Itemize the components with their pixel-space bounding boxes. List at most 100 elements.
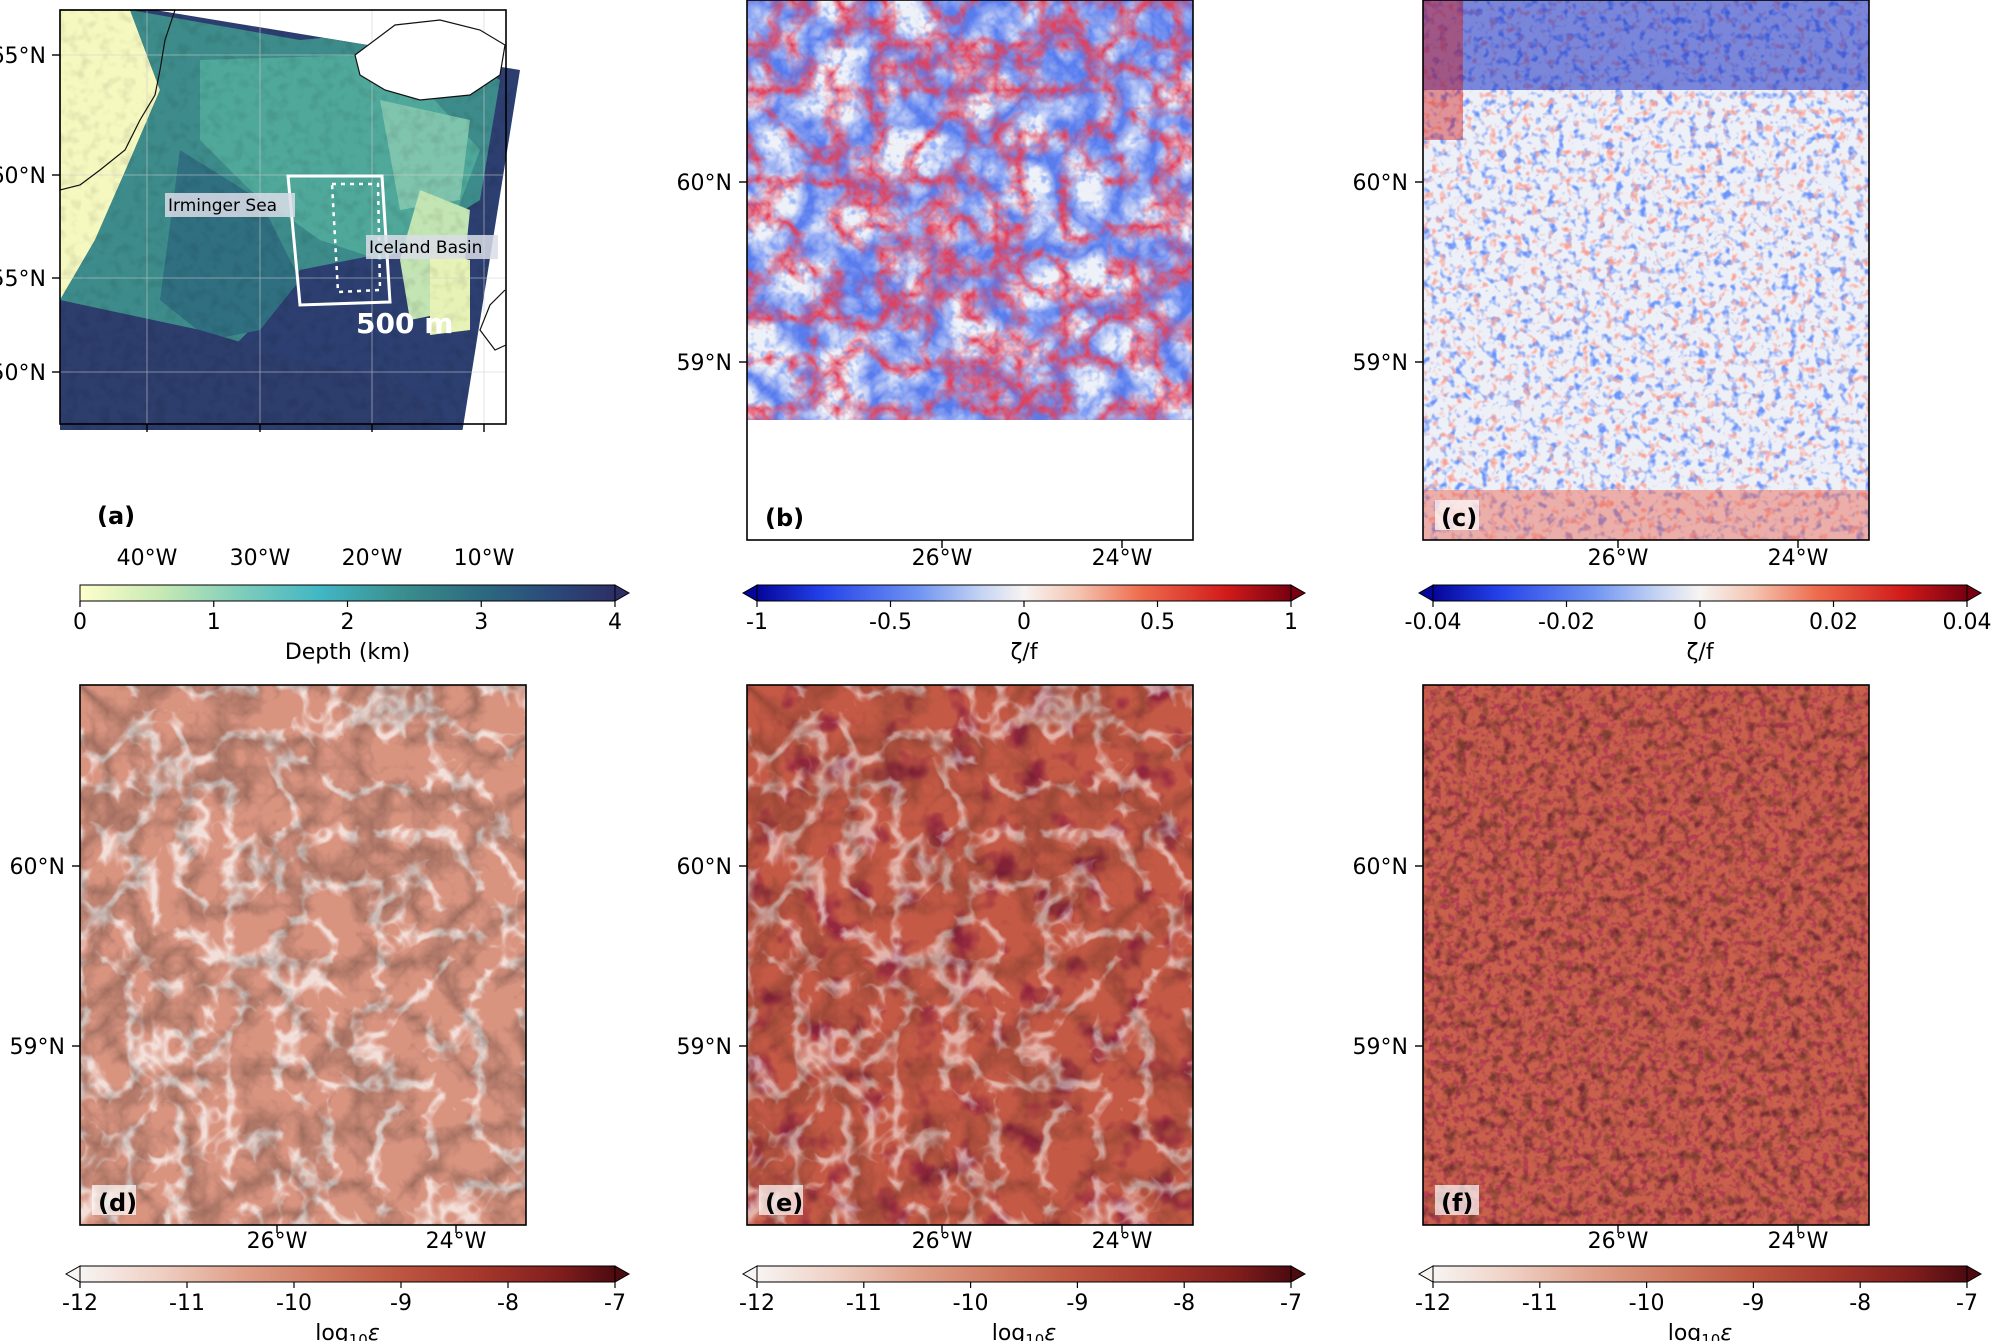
- panel-e-tag: (e): [765, 1189, 803, 1217]
- panel-d: [80, 685, 526, 1225]
- colorbar-d-min-arrow: [64, 1265, 81, 1283]
- colorbar-tick-label: 1: [207, 610, 221, 635]
- lat-tick-label: 60°N: [0, 164, 46, 189]
- lon-tick-label: 26°W: [1588, 1229, 1649, 1254]
- lat-tick-label: 60°N: [677, 855, 732, 880]
- panel-f-tag: (f): [1441, 1189, 1473, 1217]
- colorbar-tick-label: 0.04: [1943, 610, 1992, 635]
- colorbar-tick-label: -7: [604, 1291, 626, 1316]
- lon-tick-label: 26°W: [247, 1229, 308, 1254]
- britain-coast: [479, 289, 507, 351]
- colorbar-d: [79, 1265, 616, 1283]
- colorbar-tick-label: -10: [1629, 1291, 1665, 1316]
- colorbar-tick-label: -10: [953, 1291, 989, 1316]
- colorbar-tick-label: 0: [73, 610, 87, 635]
- lon-tick-label: 40°W: [117, 546, 178, 571]
- domain-iceland-box: [330, 182, 382, 294]
- lat-tick-label: 60°N: [1353, 855, 1408, 880]
- panel-c-frame: [1422, 0, 1870, 541]
- colorbar-b: [756, 584, 1292, 602]
- colorbar-tick-label: -12: [1415, 1291, 1451, 1316]
- colorbar-tick-label: 0: [1693, 610, 1707, 635]
- colorbar-b-min-arrow: [741, 584, 758, 602]
- colorbar-tick-label: 4: [608, 610, 622, 635]
- colorbar-c-min-arrow: [1417, 584, 1434, 602]
- lon-tick-label: 24°W: [1768, 546, 1829, 571]
- resolution-500m-label: 500 m: [356, 307, 453, 340]
- colorbar-tick-label: -1: [746, 610, 768, 635]
- panel-b-tag-bg: [759, 500, 803, 530]
- domain-500m-box: [286, 174, 392, 307]
- panel-a-frame: [59, 9, 507, 425]
- colorbar-tick-label: -11: [1522, 1291, 1558, 1316]
- colorbar-d-label: log10ε: [315, 1321, 380, 1341]
- colorbar-tick-label: -9: [1742, 1291, 1764, 1316]
- lat-tick-label: 59°N: [1353, 1035, 1408, 1060]
- colorbar-tick-label: 2: [341, 610, 355, 635]
- colorbar-tick-label: 0.02: [1809, 610, 1858, 635]
- colorbar-tick-label: -12: [62, 1291, 98, 1316]
- colorbar-a-max-arrow: [614, 584, 631, 602]
- colorbar-tick-label: 0.5: [1140, 610, 1175, 635]
- colorbar-c-max-arrow: [1966, 584, 1983, 602]
- lon-tick-label: 24°W: [1092, 546, 1153, 571]
- lon-tick-label: 30°W: [230, 546, 291, 571]
- colorbar-tick-label: -10: [276, 1291, 312, 1316]
- colorbar-d-max-arrow: [614, 1265, 631, 1283]
- resolution-2km-label: 2 km: [298, 466, 375, 499]
- irminger-sea-label: Irminger Sea: [168, 196, 277, 216]
- colorbar-tick-label: -8: [1849, 1291, 1871, 1316]
- panel-b-tag: (b): [765, 504, 804, 532]
- lat-tick-label: 50°N: [0, 361, 46, 386]
- lon-tick-label: 24°W: [426, 1229, 487, 1254]
- colorbar-tick-label: -8: [1173, 1291, 1195, 1316]
- iceland-coast: [354, 19, 506, 101]
- colorbar-f-label: log10ε: [1668, 1321, 1733, 1341]
- lat-tick-label: 60°N: [677, 171, 732, 196]
- colorbar-tick-label: -9: [390, 1291, 412, 1316]
- colorbar-tick-label: -7: [1280, 1291, 1302, 1316]
- panel-a: Irminger Sea Iceland Basin 500 m 2 km (a…: [59, 9, 520, 530]
- colorbar-tick-label: -8: [497, 1291, 519, 1316]
- lon-tick-label: 26°W: [912, 1229, 973, 1254]
- iceland-basin-label: Iceland Basin: [369, 238, 482, 258]
- colorbar-e-min-arrow: [741, 1265, 758, 1283]
- panel-f-frame: [1422, 684, 1870, 1226]
- panel-e: [747, 685, 1193, 1225]
- colorbar-tick-label: -7: [1956, 1291, 1978, 1316]
- colorbar-f-min-arrow: [1417, 1265, 1434, 1283]
- colorbar-e: [756, 1265, 1292, 1283]
- colorbar-c: [1432, 584, 1968, 602]
- panel-f: [1423, 685, 1869, 1225]
- colorbar-tick-label: -11: [846, 1291, 882, 1316]
- lat-tick-label: 60°N: [10, 855, 65, 880]
- lat-tick-label: 60°N: [1353, 171, 1408, 196]
- panel-c-tag-bg: [1435, 500, 1479, 530]
- lon-tick-label: 10°W: [454, 546, 515, 571]
- lat-tick-label: 59°N: [1353, 351, 1408, 376]
- colorbar-a-label: Depth (km): [285, 640, 410, 665]
- lat-tick-label: 65°N: [0, 44, 46, 69]
- lat-tick-label: 59°N: [677, 1035, 732, 1060]
- lon-tick-label: 24°W: [1768, 1229, 1829, 1254]
- panel-b: [747, 0, 1193, 420]
- panel-e-frame: [746, 684, 1194, 1226]
- lon-tick-label: 24°W: [1092, 1229, 1153, 1254]
- colorbar-tick-label: -0.5: [869, 610, 912, 635]
- colorbar-tick-label: -0.04: [1405, 610, 1462, 635]
- colorbar-tick-label: -0.02: [1538, 610, 1595, 635]
- panel-c: [1423, 0, 1869, 540]
- colorbar-a: [79, 584, 616, 602]
- colorbar-f: [1432, 1265, 1968, 1283]
- panel-a-tag: (a): [97, 502, 135, 530]
- lon-tick-label: 26°W: [912, 546, 973, 571]
- colorbar-tick-label: -11: [169, 1291, 205, 1316]
- lon-tick-label: 26°W: [1588, 546, 1649, 571]
- colorbar-tick-label: 3: [474, 610, 488, 635]
- panel-d-tag: (d): [98, 1189, 137, 1217]
- panel-e-tag-bg: [759, 1185, 803, 1215]
- colorbar-b-label: ζ/f: [1010, 640, 1038, 665]
- panel-c-tag: (c): [1441, 504, 1477, 532]
